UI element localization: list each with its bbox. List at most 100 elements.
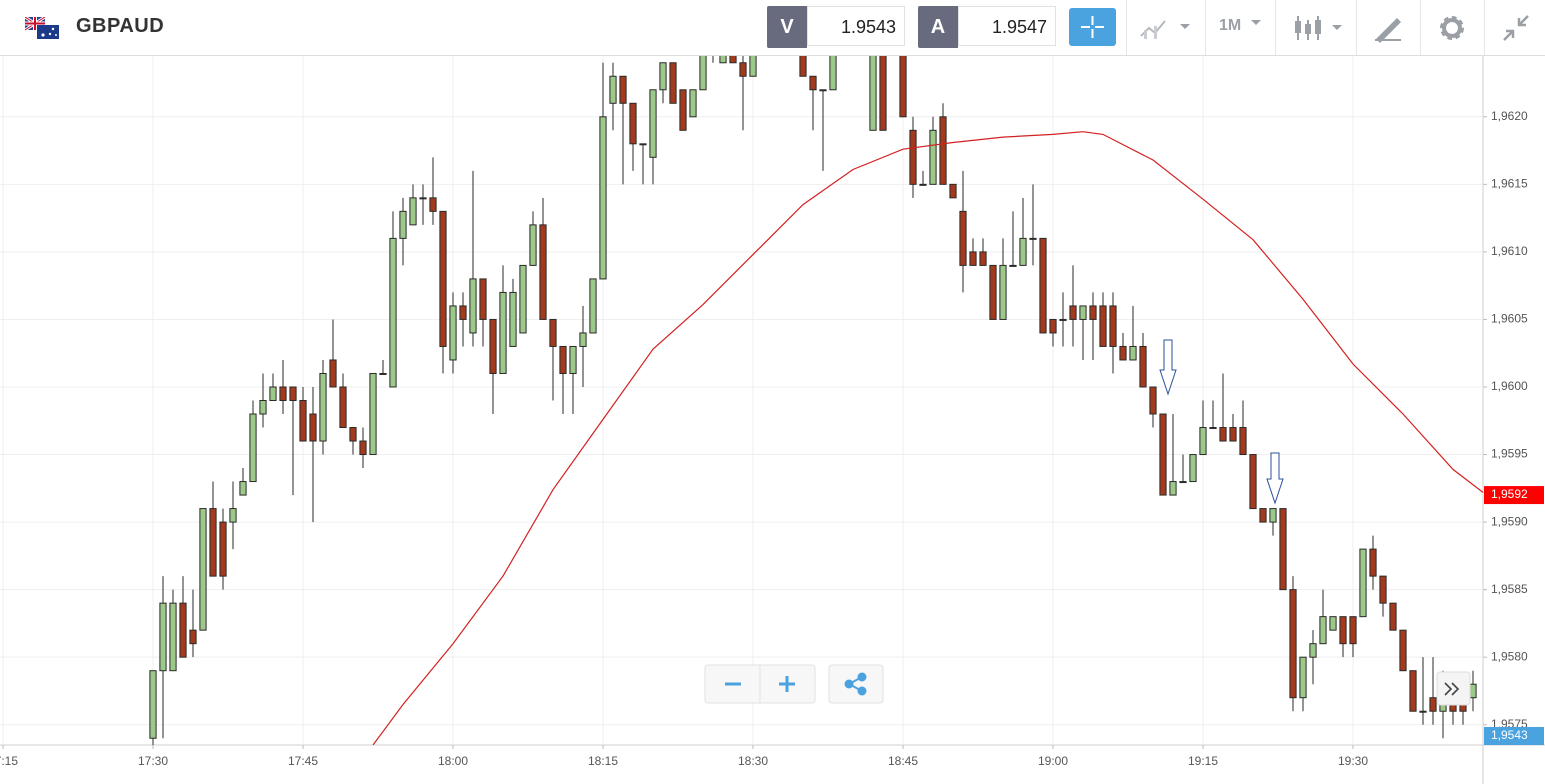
- candle-body: [1179, 481, 1187, 484]
- symbol: GBPAUD: [76, 15, 165, 37]
- candle-body: [799, 56, 807, 77]
- candle-body: [319, 372, 327, 442]
- candle-body: [369, 372, 377, 456]
- candle-body: [379, 372, 387, 375]
- collapse-button[interactable]: [1500, 12, 1532, 44]
- candle-body: [1169, 481, 1177, 496]
- candle-body: [1149, 386, 1157, 415]
- candle-body: [499, 291, 507, 374]
- candle-body: [1289, 589, 1297, 699]
- candle-body: [1319, 616, 1327, 645]
- bid-tag[interactable]: V: [767, 6, 807, 48]
- y-tick-label: 1,9595: [1491, 447, 1528, 461]
- x-tick-label: 18:30: [738, 754, 768, 768]
- x-tick-label: 19:00: [1038, 754, 1068, 768]
- candle-body: [259, 400, 267, 415]
- candle-body: [269, 386, 277, 402]
- candle-body: [459, 305, 467, 320]
- candle-body: [729, 56, 737, 64]
- signal-arrow: [1266, 452, 1284, 505]
- share-icon: [844, 672, 867, 696]
- candle-body: [559, 345, 567, 374]
- ask-price[interactable]: 1.9547: [958, 6, 1056, 46]
- candle-body: [679, 89, 687, 131]
- candle-body: [439, 210, 447, 347]
- candle-body: [279, 386, 287, 402]
- candle-body: [1399, 629, 1407, 672]
- candle-body: [349, 427, 357, 442]
- y-tick-label: 1,9610: [1491, 244, 1528, 258]
- candle-body: [879, 56, 887, 131]
- candle-body: [299, 400, 307, 442]
- candle-body: [909, 129, 917, 185]
- candle-body: [1279, 508, 1287, 591]
- ask-tag[interactable]: A: [918, 6, 958, 48]
- candle-body: [449, 305, 457, 361]
- candle-body: [919, 183, 927, 186]
- candle-body: [1229, 427, 1237, 442]
- candle-body: [1059, 318, 1067, 321]
- separator: [1356, 0, 1357, 55]
- y-tick-label: 1,9620: [1491, 109, 1528, 123]
- candle-body: [1119, 345, 1127, 361]
- x-tick-label: 17:30: [138, 754, 168, 768]
- candle-body: [529, 224, 537, 266]
- candle-body: [1359, 548, 1367, 618]
- candle-body: [509, 291, 517, 347]
- moving-average-line: [372, 131, 1483, 745]
- candle-body: [669, 62, 677, 104]
- candle-body: [229, 508, 237, 523]
- candle-style-button[interactable]: [1290, 12, 1348, 44]
- candle-body: [1049, 318, 1057, 334]
- candle-body: [899, 56, 907, 118]
- candle-body: [429, 197, 437, 212]
- candle-body: [1139, 345, 1147, 388]
- bid-price[interactable]: 1.9543: [807, 6, 905, 46]
- candle-body: [689, 89, 697, 118]
- candle-body: [309, 413, 317, 442]
- candle-body: [419, 197, 427, 200]
- candle-body: [949, 183, 957, 199]
- candle-body: [1069, 305, 1077, 320]
- chart-type-button[interactable]: [1138, 14, 1196, 42]
- candle-body: [1219, 427, 1227, 442]
- candle-body: [199, 508, 207, 631]
- candle-body: [1089, 305, 1097, 320]
- candle-body: [939, 116, 947, 185]
- draw-tool-button[interactable]: [1373, 13, 1405, 43]
- candle-body: [969, 251, 977, 266]
- candle-body: [179, 602, 187, 658]
- share-button[interactable]: [828, 664, 884, 704]
- candle-body: [1419, 710, 1427, 713]
- candle-body: [359, 440, 367, 456]
- candle-body: [829, 56, 837, 91]
- candle-body: [629, 102, 637, 145]
- axes: 1,95751,95801,95851,95901,95951,96001,96…: [0, 109, 1544, 768]
- x-tick-label: 19:30: [1338, 754, 1368, 768]
- candle-body: [519, 264, 527, 334]
- price-tag-label: 1,9592: [1491, 487, 1528, 501]
- candle-body: [1239, 427, 1247, 456]
- candle-body: [1079, 305, 1087, 320]
- candle-body: [929, 129, 937, 185]
- settings-button[interactable]: [1437, 13, 1467, 43]
- x-tick-label: 17:45: [288, 754, 318, 768]
- candle-body: [409, 197, 417, 226]
- timeframe[interactable]: 1M: [1219, 17, 1242, 34]
- candle-body: [329, 359, 337, 388]
- toolbar: GBPAUD V 1.9543 A 1.9547 1M: [0, 0, 1545, 56]
- y-tick-label: 1,9580: [1491, 649, 1528, 663]
- candle-body: [1039, 237, 1047, 334]
- scroll-right-button[interactable]: [1436, 671, 1471, 706]
- candle-body: [1379, 575, 1387, 604]
- candle-body: [479, 278, 487, 320]
- candle-body: [539, 224, 547, 320]
- candle-body: [489, 318, 497, 374]
- candle-body: [339, 386, 347, 429]
- crosshair-button[interactable]: [1069, 8, 1116, 46]
- candle-body: [169, 602, 177, 672]
- candle-body: [1329, 616, 1337, 631]
- candle-body: [1269, 508, 1277, 523]
- candle-body: [1099, 305, 1107, 347]
- candle-body: [1469, 683, 1477, 699]
